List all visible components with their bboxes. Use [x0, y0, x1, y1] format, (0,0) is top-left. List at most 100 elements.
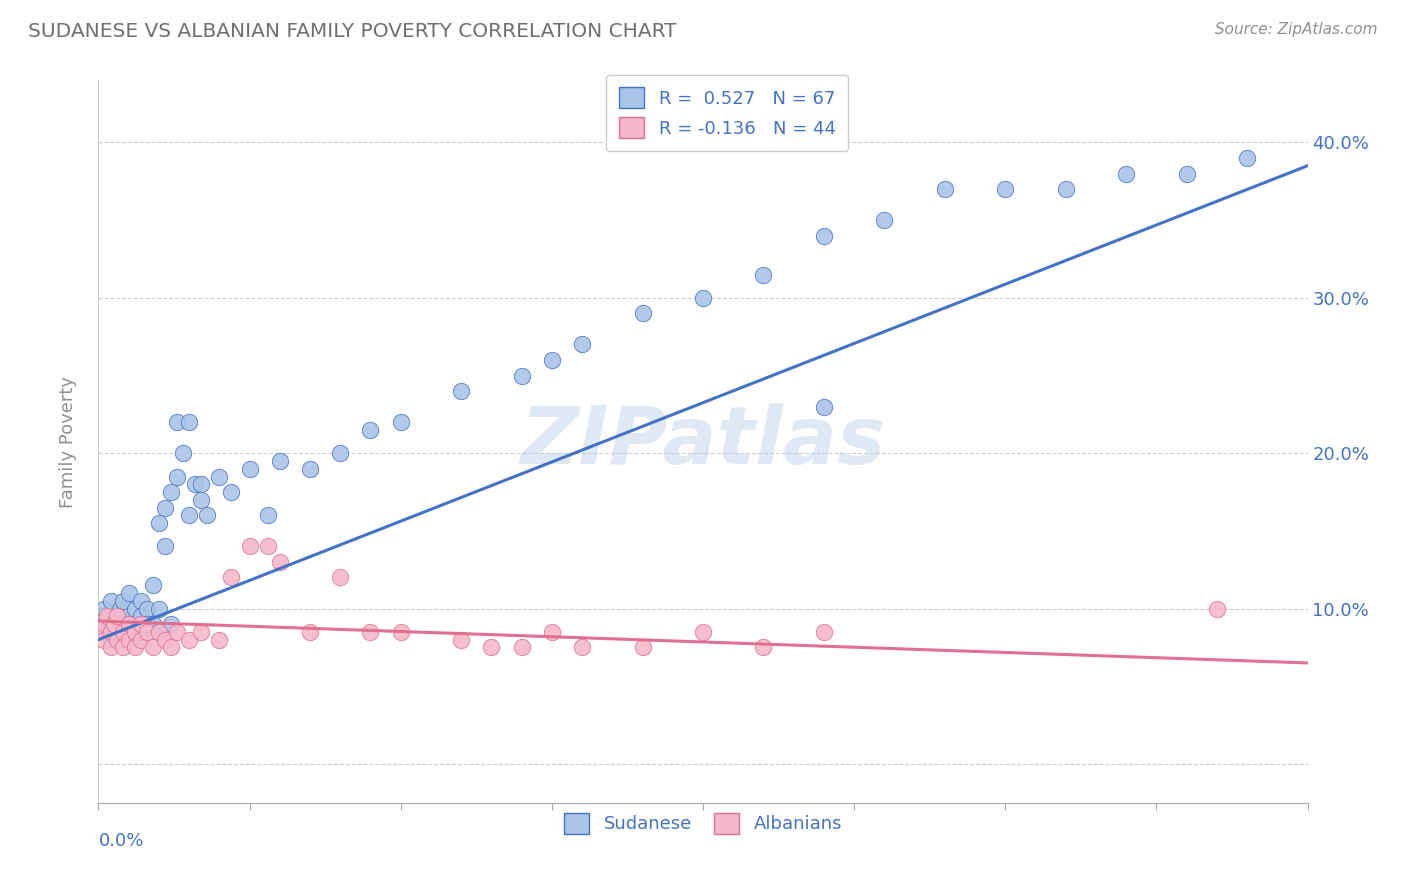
Point — [103, 617, 125, 632]
Point — [160, 640, 183, 655]
Point — [90, 624, 112, 639]
Point — [184, 477, 207, 491]
Point — [153, 632, 176, 647]
Point — [96, 617, 118, 632]
Point — [105, 624, 128, 639]
Point — [256, 540, 278, 554]
Point — [1175, 167, 1198, 181]
Point — [692, 291, 714, 305]
Point — [631, 306, 654, 320]
Point — [90, 609, 112, 624]
Point — [148, 601, 170, 615]
Point — [179, 415, 201, 429]
Point — [166, 469, 188, 483]
Text: SUDANESE VS ALBANIAN FAMILY POVERTY CORRELATION CHART: SUDANESE VS ALBANIAN FAMILY POVERTY CORR… — [28, 22, 676, 41]
Point — [692, 624, 714, 639]
Point — [135, 624, 157, 639]
Point — [510, 640, 533, 655]
Point — [166, 415, 188, 429]
Point — [153, 540, 176, 554]
Point — [1236, 151, 1258, 165]
Point — [934, 182, 956, 196]
Point — [111, 624, 134, 639]
Point — [1054, 182, 1077, 196]
Point — [239, 461, 262, 475]
Point — [571, 640, 593, 655]
Point — [239, 540, 262, 554]
Point — [142, 617, 165, 632]
Point — [124, 624, 146, 639]
Point — [360, 423, 382, 437]
Point — [813, 624, 835, 639]
Point — [540, 353, 562, 368]
Point — [571, 337, 593, 351]
Point — [124, 640, 146, 655]
Point — [135, 617, 157, 632]
Y-axis label: Family Poverty: Family Poverty — [59, 376, 77, 508]
Point — [105, 609, 128, 624]
Point — [172, 446, 194, 460]
Legend: Sudanese, Albanians: Sudanese, Albanians — [553, 802, 853, 845]
Point — [118, 617, 141, 632]
Point — [208, 469, 231, 483]
Point — [100, 624, 122, 639]
Point — [118, 586, 141, 600]
Point — [540, 624, 562, 639]
Point — [256, 508, 278, 523]
Point — [1115, 167, 1137, 181]
Point — [111, 624, 134, 639]
Point — [190, 624, 212, 639]
Point — [148, 624, 170, 639]
Point — [100, 624, 122, 639]
Point — [93, 617, 115, 632]
Point — [450, 384, 472, 398]
Point — [389, 624, 412, 639]
Point — [481, 640, 503, 655]
Point — [100, 594, 122, 608]
Point — [118, 624, 141, 639]
Point — [153, 500, 176, 515]
Point — [100, 640, 122, 655]
Point — [160, 617, 183, 632]
Point — [93, 632, 115, 647]
Point — [631, 640, 654, 655]
Point — [135, 601, 157, 615]
Point — [190, 477, 212, 491]
Point — [103, 617, 125, 632]
Point — [329, 570, 352, 584]
Point — [108, 601, 131, 615]
Point — [111, 640, 134, 655]
Point — [129, 632, 152, 647]
Point — [111, 594, 134, 608]
Point — [118, 632, 141, 647]
Point — [360, 624, 382, 639]
Point — [1206, 601, 1229, 615]
Text: Source: ZipAtlas.com: Source: ZipAtlas.com — [1215, 22, 1378, 37]
Point — [129, 617, 152, 632]
Point — [105, 632, 128, 647]
Point — [111, 609, 134, 624]
Point — [221, 570, 243, 584]
Point — [160, 485, 183, 500]
Point — [148, 624, 170, 639]
Point — [813, 228, 835, 243]
Point — [299, 461, 322, 475]
Point — [124, 617, 146, 632]
Point — [510, 368, 533, 383]
Point — [148, 516, 170, 530]
Point — [752, 268, 775, 282]
Text: ZIPatlas: ZIPatlas — [520, 402, 886, 481]
Text: 0.0%: 0.0% — [98, 831, 143, 850]
Point — [208, 632, 231, 647]
Point — [994, 182, 1017, 196]
Point — [299, 624, 322, 639]
Point — [873, 213, 896, 227]
Point — [752, 640, 775, 655]
Point — [195, 508, 218, 523]
Point — [105, 609, 128, 624]
Point — [179, 508, 201, 523]
Point — [190, 492, 212, 507]
Point — [142, 578, 165, 592]
Point — [221, 485, 243, 500]
Point — [114, 617, 136, 632]
